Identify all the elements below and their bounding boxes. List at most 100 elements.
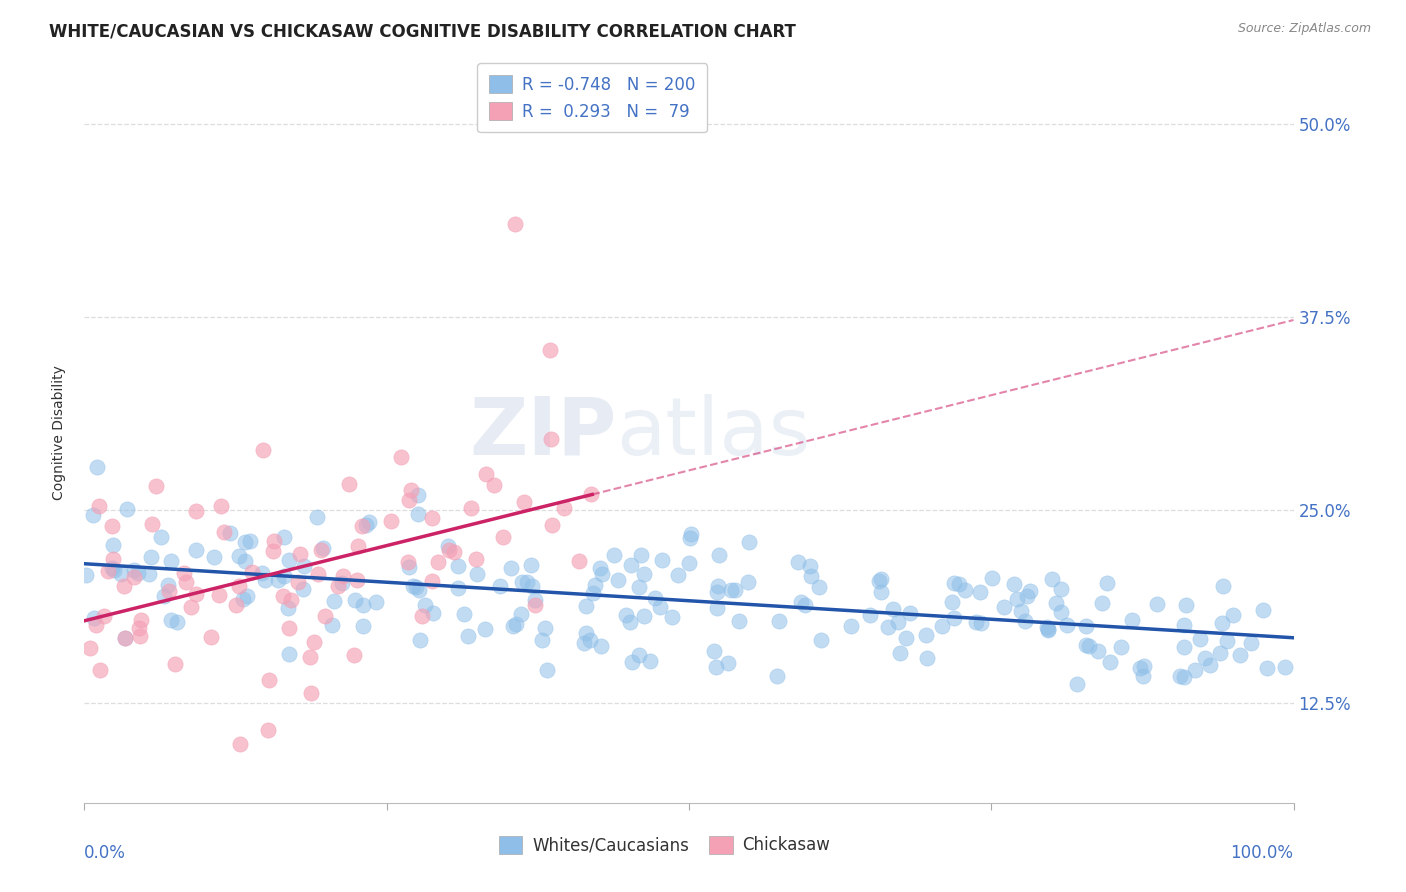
Point (235, 553, 257, 567)
Point (408, 632, 430, 647)
Point (810, 632, 832, 647)
Point (1216, 634, 1239, 648)
Point (180, 600, 202, 615)
Point (101, 518, 124, 533)
Point (1014, 614, 1036, 628)
Point (706, 585, 728, 599)
Point (1045, 597, 1067, 611)
Point (787, 555, 810, 569)
Point (202, 550, 225, 565)
Point (1002, 577, 1025, 591)
Point (1010, 604, 1032, 618)
Point (1184, 663, 1206, 677)
Point (1074, 638, 1097, 652)
Point (83, 611, 105, 625)
Point (398, 493, 420, 508)
Point (157, 578, 180, 592)
Point (352, 519, 374, 533)
Point (492, 530, 515, 544)
Point (882, 602, 904, 616)
Point (633, 608, 655, 623)
Point (894, 631, 917, 645)
Y-axis label: Cognitive Disability: Cognitive Disability (52, 365, 66, 500)
Point (420, 574, 443, 588)
Point (530, 632, 553, 647)
Point (1174, 598, 1197, 612)
Point (464, 551, 486, 566)
Point (312, 541, 335, 556)
Point (666, 568, 689, 582)
Point (603, 548, 626, 562)
Point (153, 589, 176, 603)
Point (259, 673, 281, 687)
Point (97, 565, 120, 579)
Point (399, 483, 422, 498)
Point (254, 573, 277, 587)
Point (877, 620, 900, 634)
Point (948, 577, 970, 591)
Point (644, 591, 666, 605)
Point (437, 543, 460, 558)
Point (941, 595, 963, 609)
Point (405, 580, 427, 594)
Point (447, 559, 470, 574)
Point (628, 648, 651, 662)
Point (332, 575, 354, 590)
Point (103, 538, 125, 552)
Point (1121, 613, 1143, 627)
Point (488, 579, 510, 593)
Point (620, 655, 643, 669)
Point (1212, 579, 1234, 593)
Point (553, 500, 575, 515)
Point (969, 584, 991, 599)
Point (396, 555, 419, 569)
Point (841, 619, 863, 633)
Point (263, 534, 285, 549)
Point (426, 556, 449, 570)
Point (724, 582, 747, 597)
Point (524, 598, 547, 612)
Point (619, 615, 641, 629)
Point (509, 607, 531, 621)
Point (252, 566, 274, 580)
Point (117, 502, 139, 516)
Point (970, 615, 993, 630)
Point (1170, 669, 1192, 683)
Point (898, 606, 921, 620)
Point (720, 583, 742, 598)
Point (219, 525, 242, 540)
Point (1173, 617, 1195, 632)
Point (1091, 596, 1114, 610)
Point (1173, 640, 1195, 655)
Point (1036, 624, 1059, 638)
Point (290, 547, 312, 561)
Point (402, 579, 425, 593)
Point (568, 554, 591, 568)
Point (707, 579, 730, 593)
Point (572, 636, 595, 650)
Point (346, 574, 368, 588)
Point (1253, 603, 1275, 617)
Point (159, 554, 181, 568)
Point (581, 585, 603, 599)
Point (1222, 608, 1244, 623)
Point (212, 524, 235, 539)
Point (309, 543, 332, 558)
Point (707, 549, 730, 563)
Text: 100.0%: 100.0% (1230, 844, 1294, 862)
Point (277, 553, 299, 567)
Point (122, 563, 145, 577)
Point (1199, 657, 1222, 672)
Point (1036, 622, 1059, 636)
Point (354, 517, 377, 532)
Point (321, 618, 343, 632)
Point (1019, 584, 1042, 599)
Point (86, 460, 108, 475)
Point (411, 609, 433, 624)
Point (93, 608, 115, 623)
Point (1274, 659, 1296, 673)
Point (128, 621, 150, 635)
Point (165, 657, 187, 672)
Point (516, 574, 538, 589)
Point (184, 543, 207, 558)
